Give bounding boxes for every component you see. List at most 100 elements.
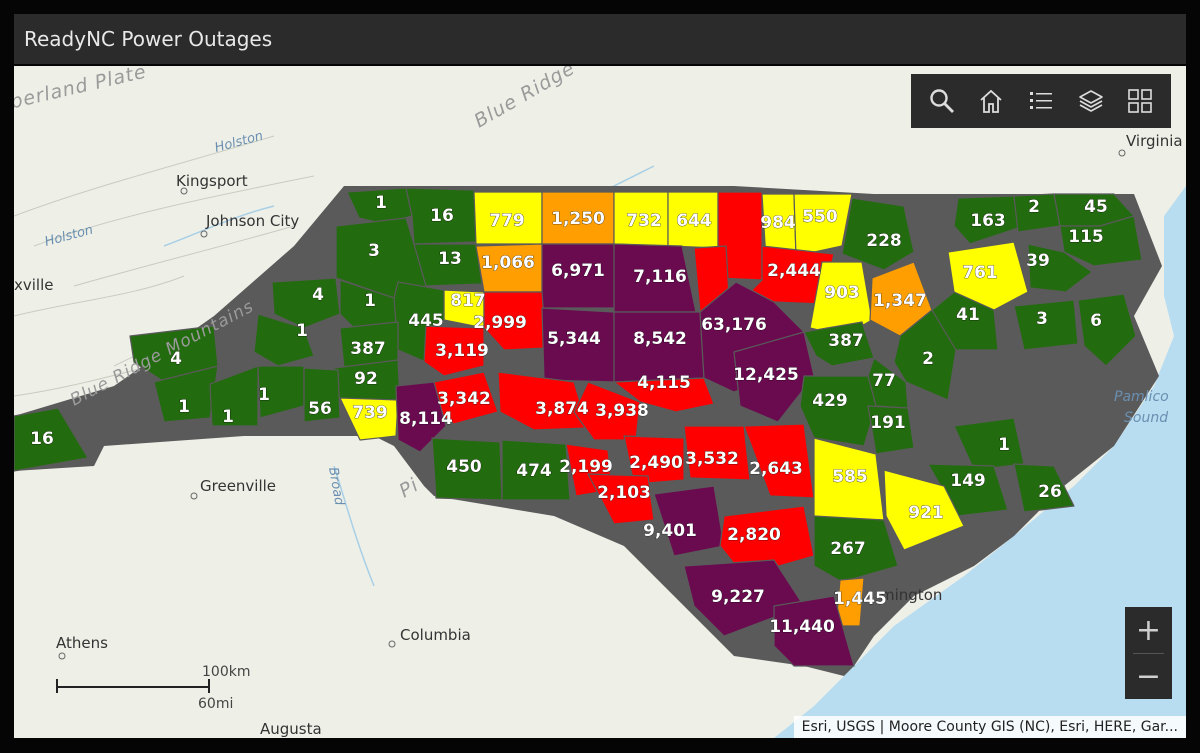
county-outage-label-c69: 26 [1038, 482, 1062, 502]
county-outage-label-c19: 7,116 [633, 267, 687, 287]
county-outage-label-c60: 474 [516, 461, 552, 481]
county-outage-label-c74: 9,227 [711, 587, 765, 607]
county-outage-label-c62: 2,490 [629, 453, 683, 473]
county-c41[interactable] [893, 309, 957, 401]
county-c69[interactable] [1013, 463, 1075, 513]
zoom-in-button[interactable]: + [1135, 612, 1162, 648]
county-c48[interactable] [209, 365, 259, 427]
county-c11[interactable] [953, 195, 1019, 245]
county-outage-label-c47: 1 [178, 397, 190, 417]
county-c47[interactable] [153, 365, 219, 423]
county-c44[interactable] [613, 377, 715, 413]
county-c51[interactable] [339, 397, 399, 441]
county-outage-label-c01: 1 [375, 193, 387, 213]
county-outage-label-c51: 739 [352, 403, 388, 423]
county-outage-label-c71: 9,401 [643, 521, 697, 541]
county-outage-label-c44: 4,115 [637, 373, 691, 393]
county-c67[interactable] [587, 473, 655, 525]
county-outage-label-c58: 8,114 [399, 409, 453, 429]
scale-line [56, 686, 210, 688]
map-canvas[interactable]: berland Plate Blue Ridge Holston Holston… [14, 66, 1186, 738]
city-dot-greenville [190, 492, 198, 500]
county-outage-label-c12: 2 [1028, 197, 1040, 217]
county-outage-label-c34: 3 [1036, 309, 1048, 329]
zoom-out-button[interactable]: − [1135, 658, 1162, 694]
label-kingsport: Kingsport [176, 172, 248, 190]
county-outage-label-c50: 56 [308, 399, 332, 419]
county-c02[interactable] [405, 187, 477, 245]
county-outage-label-c45: 12,425 [733, 365, 799, 385]
county-c62[interactable] [623, 435, 685, 485]
county-outage-label-c23: 39 [1026, 251, 1050, 271]
county-c10[interactable] [841, 197, 915, 271]
label-athens: Athens [56, 634, 108, 652]
label-pamlico-2: Sound [1124, 410, 1168, 426]
map-view[interactable]: berland Plate Blue Ridge Holston Holston… [14, 66, 1186, 738]
county-c45[interactable] [733, 331, 815, 423]
county-outage-label-c63: 3,532 [685, 449, 739, 469]
county-outage-label-c53: 3,874 [535, 399, 589, 419]
label-johnson-city: Johnson City [205, 212, 299, 230]
county-outage-label-c70: 921 [908, 503, 944, 523]
county-c34[interactable] [1013, 299, 1079, 351]
ocean [774, 186, 1186, 738]
scale-km-label: 100km [202, 664, 251, 680]
county-outage-label-c30: 63,176 [701, 315, 767, 335]
county-outage-label-c22: 761 [962, 263, 998, 283]
county-c63[interactable] [683, 425, 751, 481]
city-dot-columbia [388, 640, 396, 648]
county-c55[interactable] [799, 375, 877, 447]
city-dot-kingsport [180, 187, 188, 195]
county-c54[interactable] [573, 381, 641, 441]
county-outage-label-c05: 732 [626, 211, 662, 231]
county-outage-label-c67: 2,103 [597, 483, 651, 503]
county-c35[interactable] [1077, 293, 1137, 367]
search-icon[interactable] [923, 82, 961, 120]
county-c39[interactable] [423, 325, 485, 377]
county-outage-label-c25: 1 [364, 291, 376, 311]
county-c73[interactable] [813, 515, 899, 583]
scale-mi-label: 60mi [198, 696, 234, 712]
county-c72[interactable] [719, 505, 815, 577]
label-wilmington: mington [880, 586, 942, 604]
county-outage-label-c18: 6,971 [551, 261, 605, 281]
county-outage-label-c16: 13 [438, 249, 462, 269]
city-dot-virginia [1118, 149, 1126, 157]
county-c57[interactable] [14, 407, 89, 472]
county-c36[interactable] [253, 313, 315, 367]
layers-icon[interactable] [1072, 82, 1110, 120]
county-c70[interactable] [883, 469, 965, 551]
county-outage-label-c40: 387 [828, 331, 864, 351]
county-outage-label-c46: 77 [872, 371, 896, 391]
map-attribution[interactable]: Esri, USGS | Moore County GIS (NC), Esri… [793, 716, 1186, 738]
county-c76[interactable] [773, 595, 855, 667]
county-c50[interactable] [303, 367, 341, 423]
county-outage-label-c26: 817 [450, 291, 486, 311]
county-outage-label-c73: 267 [830, 539, 866, 559]
county-c24[interactable] [271, 277, 341, 329]
list-icon[interactable] [1022, 82, 1060, 120]
county-outage-label-c29: 8,542 [633, 329, 687, 349]
county-c56[interactable] [867, 405, 915, 455]
county-c40[interactable] [803, 321, 875, 367]
county-c27[interactable] [483, 291, 547, 351]
county-outage-label-c39: 3,119 [435, 341, 489, 361]
county-outage-label-c41: 2 [922, 349, 934, 369]
scale-bar: 100km 60mi [54, 662, 274, 718]
county-outage-label-c48: 1 [222, 407, 234, 427]
county-c23[interactable] [1027, 243, 1093, 293]
county-c53[interactable] [497, 371, 589, 431]
county-outage-label-c59: 450 [446, 457, 482, 477]
county-c09[interactable] [793, 193, 853, 257]
county-outage-label-c13: 45 [1084, 197, 1108, 217]
county-c60[interactable] [501, 439, 571, 501]
county-outage-label-c43: 92 [354, 369, 378, 389]
scale-tick-right [208, 679, 210, 693]
basemap-gallery-icon[interactable] [1121, 82, 1159, 120]
county-c22[interactable] [947, 241, 1029, 311]
label-blue-ridge: Blue Ridge [471, 66, 579, 132]
home-icon[interactable] [972, 82, 1010, 120]
county-outage-label-c52: 3,342 [437, 389, 491, 409]
county-outage-label-c57: 16 [30, 429, 54, 449]
window-title: ReadyNC Power Outages [14, 14, 1186, 64]
